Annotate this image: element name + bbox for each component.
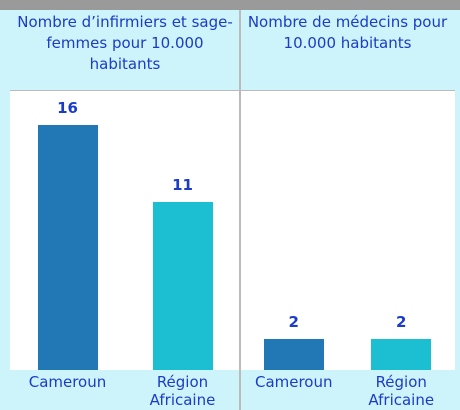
- panel-title: Nombre d’infirmiers et sage-femmes pour …: [17, 13, 233, 73]
- category-label: Région Africaine: [368, 373, 435, 409]
- bar: [371, 339, 432, 370]
- panel-title: Nombre de médecins pour 10.000 habitants: [247, 13, 448, 52]
- value-label: 11: [172, 175, 193, 194]
- bar: [152, 201, 213, 370]
- value-label: 16: [57, 99, 78, 117]
- category-label: Région Africaine: [149, 373, 216, 409]
- category-label: Cameroun: [254, 373, 333, 391]
- value-label: 2: [288, 313, 299, 332]
- bar: [37, 125, 98, 370]
- bar: [263, 339, 324, 370]
- top-bar: [0, 0, 460, 10]
- panel-divider: [239, 10, 241, 410]
- value-label: 2: [396, 313, 407, 332]
- category-label: Cameroun: [28, 373, 107, 391]
